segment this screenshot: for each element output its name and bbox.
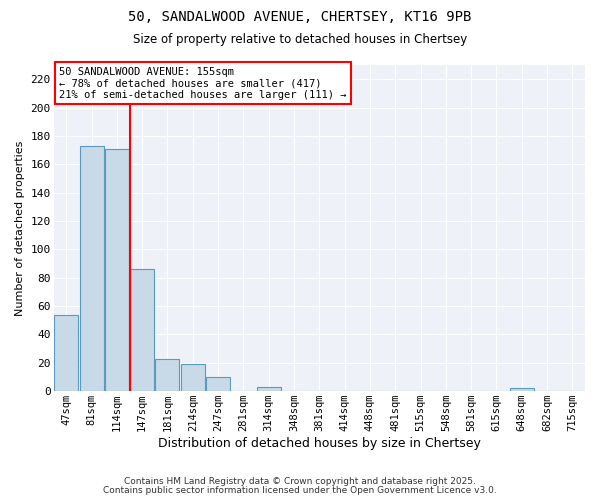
- Bar: [181, 364, 205, 391]
- Text: 50 SANDALWOOD AVENUE: 155sqm
← 78% of detached houses are smaller (417)
21% of s: 50 SANDALWOOD AVENUE: 155sqm ← 78% of de…: [59, 66, 346, 100]
- Bar: [105, 148, 129, 391]
- Bar: [257, 387, 281, 391]
- Text: Contains public sector information licensed under the Open Government Licence v3: Contains public sector information licen…: [103, 486, 497, 495]
- Text: 50, SANDALWOOD AVENUE, CHERTSEY, KT16 9PB: 50, SANDALWOOD AVENUE, CHERTSEY, KT16 9P…: [128, 10, 472, 24]
- Bar: [54, 314, 78, 391]
- Bar: [80, 146, 104, 391]
- Text: Contains HM Land Registry data © Crown copyright and database right 2025.: Contains HM Land Registry data © Crown c…: [124, 478, 476, 486]
- Bar: [510, 388, 534, 391]
- Text: Size of property relative to detached houses in Chertsey: Size of property relative to detached ho…: [133, 32, 467, 46]
- Bar: [155, 358, 179, 391]
- Bar: [206, 377, 230, 391]
- X-axis label: Distribution of detached houses by size in Chertsey: Distribution of detached houses by size …: [158, 437, 481, 450]
- Y-axis label: Number of detached properties: Number of detached properties: [15, 140, 25, 316]
- Bar: [130, 269, 154, 391]
